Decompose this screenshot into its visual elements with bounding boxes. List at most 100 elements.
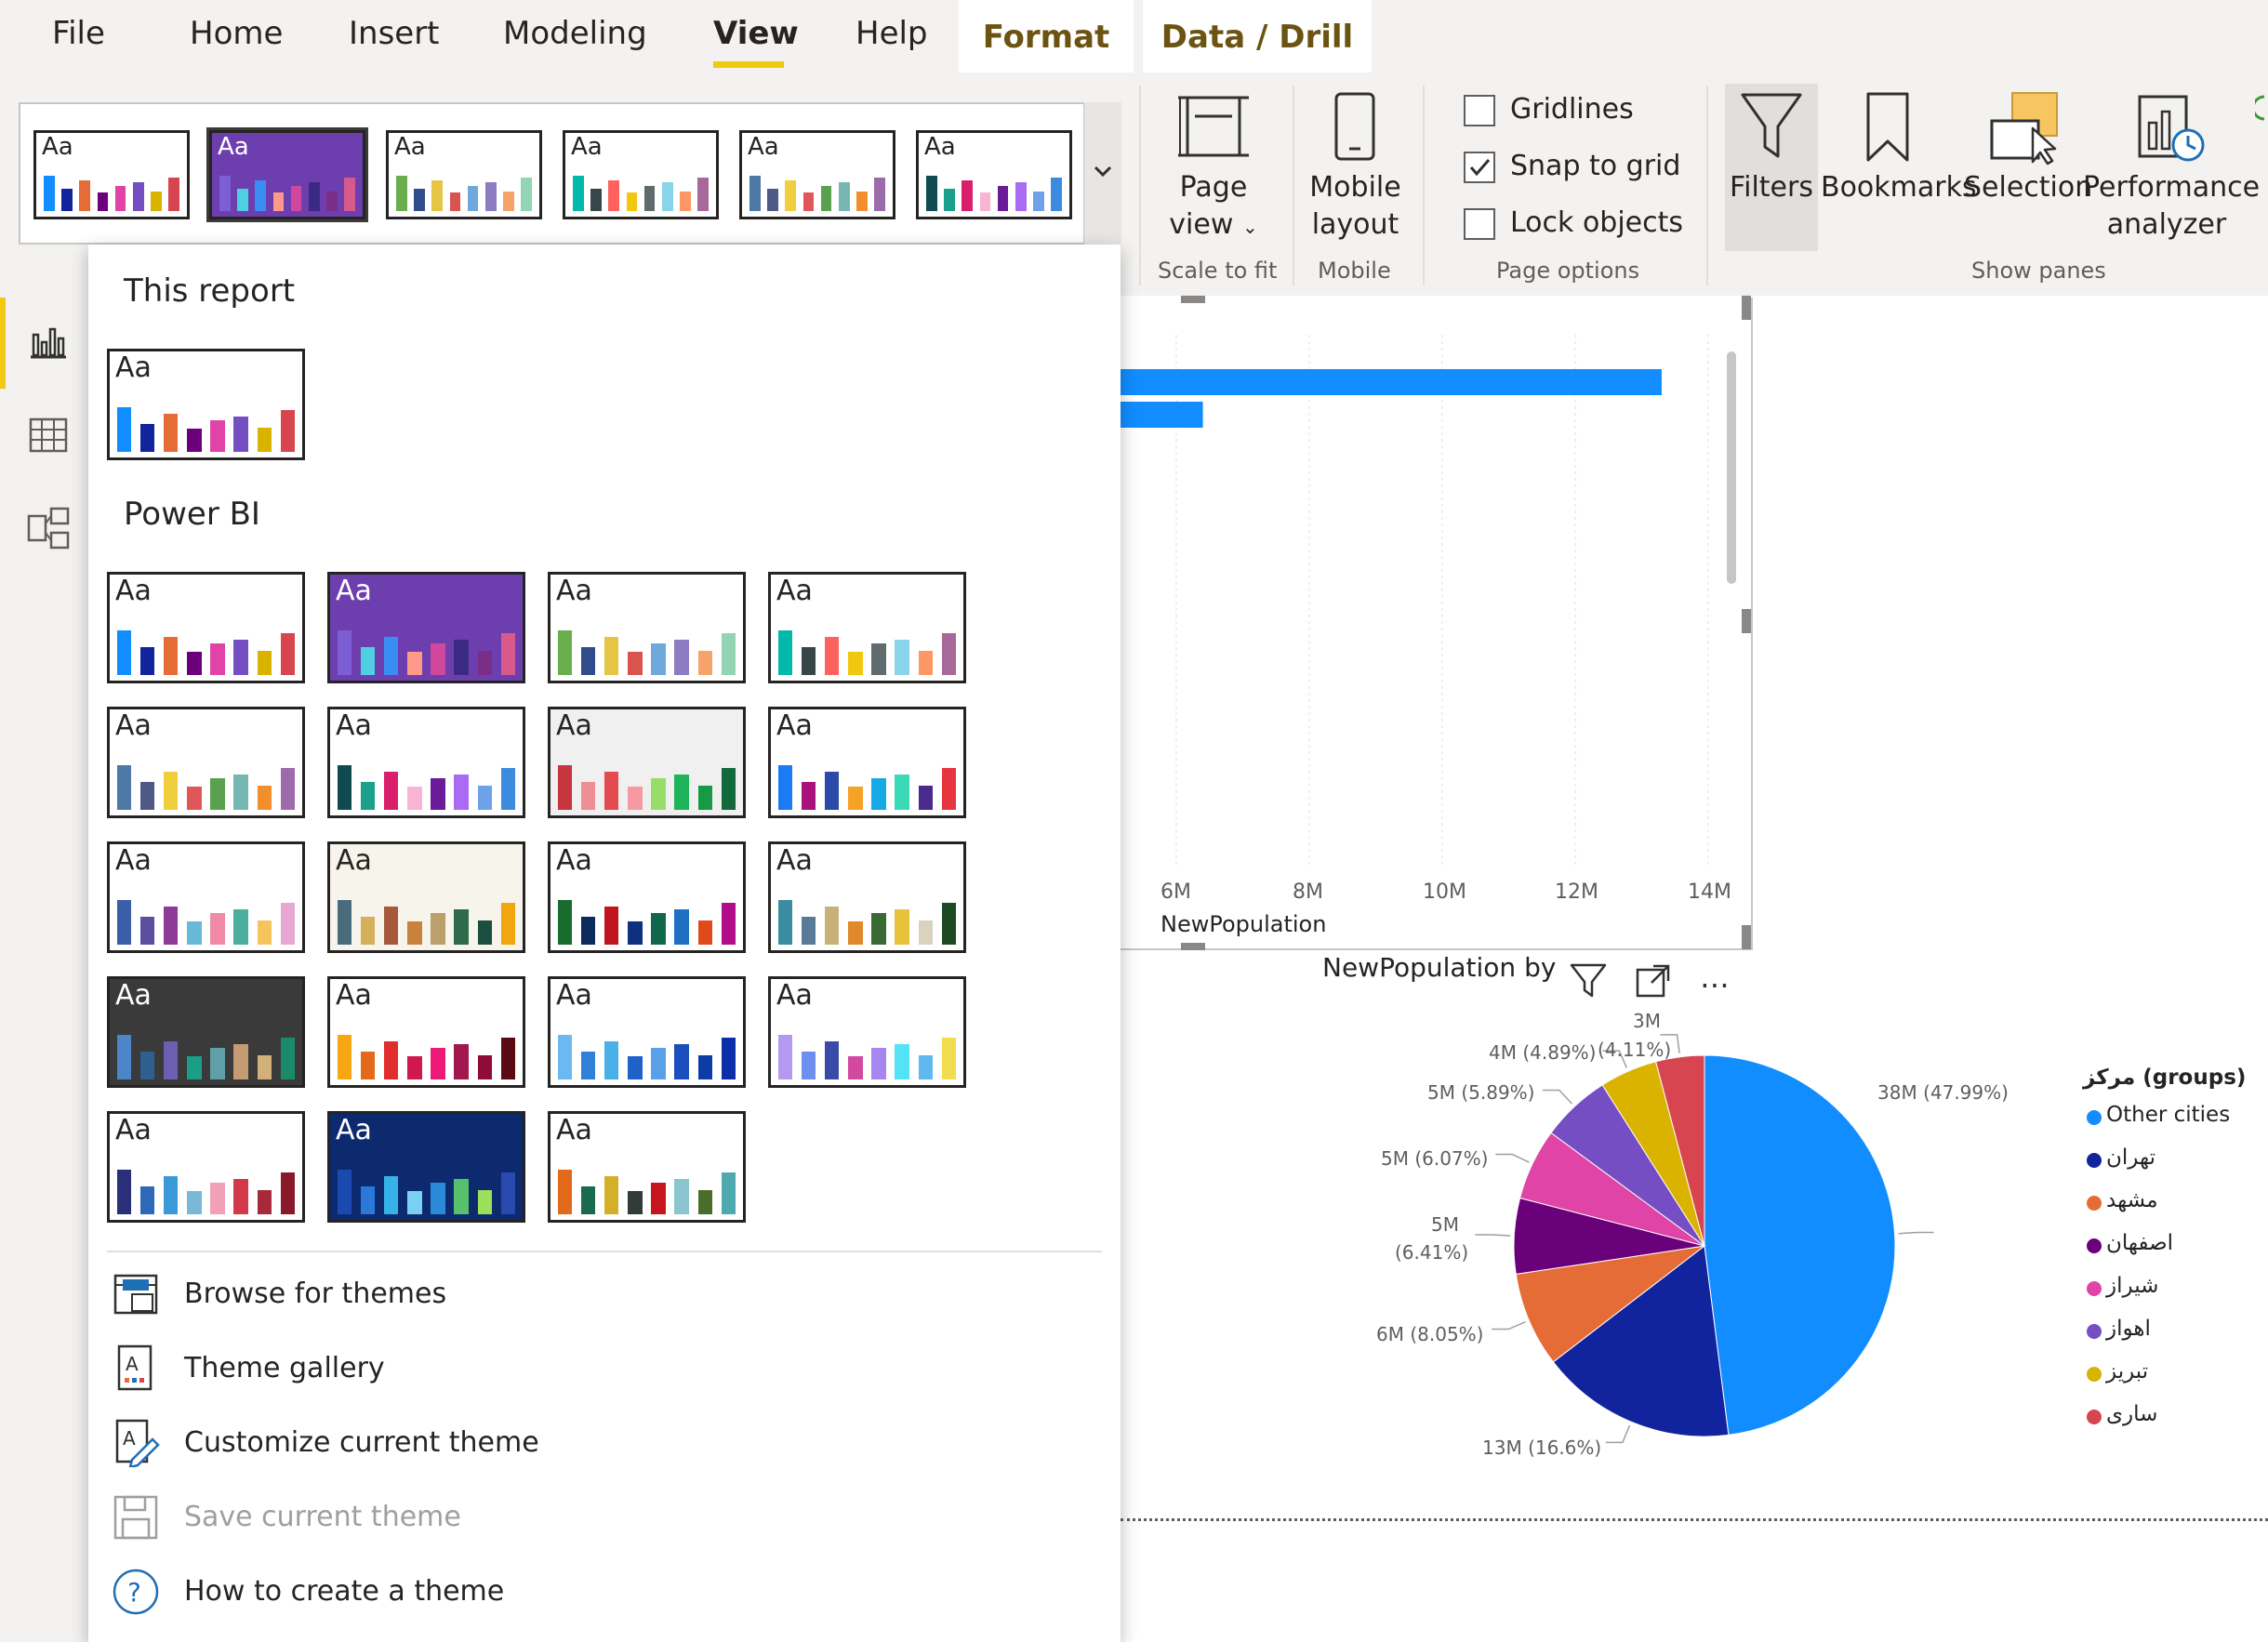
tab-help[interactable]: Help xyxy=(855,15,928,52)
page-view-icon[interactable] xyxy=(1176,88,1251,163)
pie-slice[interactable] xyxy=(1552,1245,1730,1437)
theme-color-swatch xyxy=(431,1182,445,1214)
legend-marker xyxy=(2087,1196,2102,1211)
theme-tile[interactable]: Aa xyxy=(916,130,1072,219)
sync-slicers-icon[interactable] xyxy=(2251,91,2268,128)
report-view-icon[interactable] xyxy=(28,324,69,361)
theme-tile[interactable]: Aa xyxy=(386,130,542,219)
tab-format[interactable]: Format xyxy=(959,0,1134,73)
resize-handle[interactable] xyxy=(1181,943,1205,950)
theme-tile[interactable]: Aa xyxy=(107,1111,305,1223)
theme-sample-text: Aa xyxy=(776,844,813,877)
theme-gallery-item[interactable]: A Theme gallery xyxy=(112,1337,1088,1404)
gridlines-checkbox[interactable] xyxy=(1464,95,1495,126)
legend-item[interactable]: اصفهان xyxy=(2106,1231,2174,1255)
theme-tile[interactable]: Aa xyxy=(548,841,746,953)
theme-tile[interactable]: Aa xyxy=(768,707,966,818)
pie-slice[interactable] xyxy=(1655,1054,1705,1247)
legend-item[interactable]: اهواز xyxy=(2106,1317,2151,1341)
theme-tile[interactable]: Aa xyxy=(563,130,719,219)
theme-tile[interactable]: Aa xyxy=(107,841,305,953)
vertical-scrollbar[interactable] xyxy=(1727,351,1736,584)
mobile-layout-icon[interactable] xyxy=(1333,91,1379,164)
theme-tile[interactable]: Aa xyxy=(768,976,966,1088)
lock-objects-checkbox[interactable] xyxy=(1464,208,1495,240)
theme-tile[interactable]: Aa xyxy=(327,707,525,818)
theme-tile[interactable]: Aa xyxy=(206,127,368,222)
theme-color-swatch xyxy=(164,907,179,945)
tab-file[interactable]: File xyxy=(52,15,105,52)
theme-tile[interactable]: Aa xyxy=(327,841,525,953)
selection-button[interactable]: Selection xyxy=(1964,171,2093,204)
theme-color-swatch xyxy=(210,912,225,945)
theme-color-swatch xyxy=(608,180,620,211)
customize-current-theme-item[interactable]: A Customize current theme xyxy=(112,1411,1088,1478)
model-view-icon[interactable] xyxy=(26,507,71,551)
bar[interactable] xyxy=(1121,402,1203,428)
legend-item[interactable]: شیراز xyxy=(2106,1274,2159,1298)
legend-item[interactable]: تهران xyxy=(2106,1145,2155,1170)
theme-tile[interactable]: Aa xyxy=(768,841,966,953)
theme-tile[interactable]: Aa xyxy=(107,976,305,1088)
tab-view[interactable]: View xyxy=(713,15,799,52)
legend-marker xyxy=(2087,1110,2102,1125)
more-options-icon[interactable]: ⋯ xyxy=(1700,967,1731,1002)
snap-to-grid-checkbox[interactable] xyxy=(1464,152,1495,183)
theme-tile[interactable]: Aa xyxy=(107,572,305,683)
theme-color-swatch xyxy=(257,1054,272,1079)
bar-chart-visual[interactable] xyxy=(1121,298,1753,950)
theme-tile[interactable]: Aa xyxy=(548,707,746,818)
theme-tile[interactable]: Aa xyxy=(739,130,895,219)
mobile-layout-button[interactable]: Mobile layout xyxy=(1297,169,1413,244)
page-view-button[interactable]: Page view ⌄ xyxy=(1153,169,1274,245)
performance-analyzer-button[interactable]: Performance analyzer xyxy=(2083,169,2260,244)
tab-modeling[interactable]: Modeling xyxy=(503,15,647,52)
resize-handle[interactable] xyxy=(1181,296,1205,303)
tab-data-drill[interactable]: Data / Drill xyxy=(1143,0,1372,73)
theme-color-swatch xyxy=(290,185,302,211)
bookmark-icon[interactable] xyxy=(1864,91,1911,164)
tab-home[interactable]: Home xyxy=(190,15,284,52)
theme-tile[interactable]: Aa xyxy=(327,976,525,1088)
focus-mode-icon[interactable] xyxy=(1635,962,1672,1000)
performance-analyzer-icon[interactable] xyxy=(2134,91,2208,166)
browse-for-themes-item[interactable]: Browse for themes xyxy=(112,1263,1088,1330)
legend-item[interactable]: ساری xyxy=(2106,1402,2158,1426)
theme-tile[interactable]: Aa xyxy=(107,349,305,460)
theme-color-swatch xyxy=(454,639,469,675)
mobile-layout-label-2: layout xyxy=(1311,208,1399,241)
theme-tile[interactable]: Aa xyxy=(768,572,966,683)
how-to-create-theme-item[interactable]: ? How to create a theme xyxy=(112,1560,1088,1627)
data-view-icon[interactable] xyxy=(28,417,69,454)
legend-item[interactable]: مشهد xyxy=(2106,1188,2158,1212)
pie-slice[interactable] xyxy=(1704,1054,1896,1436)
theme-color-swatch xyxy=(257,920,272,945)
theme-tile[interactable]: Aa xyxy=(548,1111,746,1223)
theme-color-swatch xyxy=(140,917,155,945)
theme-tile[interactable]: Aa xyxy=(548,976,746,1088)
theme-tile[interactable]: Aa xyxy=(107,707,305,818)
bar[interactable] xyxy=(1121,369,1662,395)
filters-button[interactable] xyxy=(1725,84,1818,251)
legend-item[interactable]: Other cities xyxy=(2106,1103,2231,1127)
themes-gallery-expand-button[interactable] xyxy=(1083,102,1121,245)
resize-handle[interactable] xyxy=(1742,609,1751,633)
theme-tile[interactable]: Aa xyxy=(548,572,746,683)
theme-tile[interactable]: Aa xyxy=(327,1111,525,1223)
theme-color-swatch xyxy=(477,785,492,810)
resize-handle[interactable] xyxy=(1742,296,1751,320)
theme-tile[interactable]: Aa xyxy=(33,130,190,219)
chevron-down-icon xyxy=(1094,166,1112,178)
legend-item[interactable]: تبریز xyxy=(2106,1359,2149,1384)
pie-slice[interactable] xyxy=(1515,1245,1706,1363)
theme-color-swatch xyxy=(500,633,515,675)
theme-color-bars xyxy=(558,1170,736,1214)
theme-tile[interactable]: Aa xyxy=(327,572,525,683)
resize-handle[interactable] xyxy=(1742,925,1751,949)
theme-color-swatch xyxy=(454,774,469,810)
theme-color-swatch xyxy=(219,175,231,211)
filter-icon[interactable] xyxy=(1570,962,1607,1000)
selection-icon[interactable] xyxy=(1990,91,2064,166)
tab-insert[interactable]: Insert xyxy=(349,15,440,52)
bookmarks-button[interactable]: Bookmarks xyxy=(1821,171,1977,204)
